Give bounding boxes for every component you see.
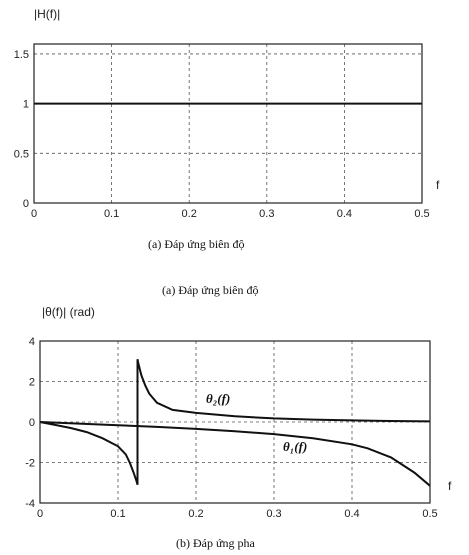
x-tick-label: 0.2 [188,508,203,520]
x-tick-label: 0 [31,208,37,220]
theta1-annotation: θ₁(f) [283,439,307,454]
phase-plot-frame [39,340,431,504]
phase-x-ticks: 0 0.1 0.2 0.3 0.4 0.5 [37,508,438,520]
x-tick-label: 0.5 [414,208,429,220]
magnitude-grid [34,44,422,203]
phase-series [39,359,431,487]
phase-y-ticks: 4 2 0 -2 -4 [25,336,35,510]
x-tick-label: 0.4 [344,508,359,520]
x-tick-label: 0.1 [110,508,125,520]
phase-y-axis-label: |θ(f)| (rad) [42,305,95,319]
x-tick-label: 0.4 [337,208,352,220]
x-tick-label: 0.1 [104,208,119,220]
magnitude-x-axis-label: f [436,178,440,192]
theta2-annotation: θ₂(f) [206,391,230,406]
y-tick-label: 2 [29,377,35,389]
phase-chart: 0 0.1 0.2 0.3 0.4 0.5 420-2-4 |θ(f)| (rad) f … [25,305,452,550]
phase-grid [40,341,430,503]
y-tick-label: 1 [23,99,29,111]
series-line-2 [39,421,431,487]
magnitude-x-ticks: 0 0.1 0.2 0.3 0.4 0.5 [31,208,430,220]
y-tick-label: 1.5 [14,49,29,61]
x-tick-label: 0.2 [182,208,197,220]
x-tick-label: 0.5 [422,508,437,520]
magnitude-caption: (a) Đáp ứng biên độ [148,237,244,251]
magnitude-plot-frame [33,43,423,204]
y-tick-label: -2 [25,458,35,470]
x-tick-label: 0.3 [259,208,274,220]
series-line-1 [39,359,431,486]
y-tick-label: -4 [25,498,35,510]
y-tick-label: 4 [29,336,35,348]
magnitude-y-axis-label: |H(f)| [34,7,60,21]
phase-caption: (b) Đáp ứng pha [176,536,255,550]
x-tick-label: 0.3 [266,508,281,520]
magnitude-y-ticks: 0 0.5 1 1.5 [14,49,29,210]
phase-x-axis-label: f [448,479,452,493]
y-tick-label: 0 [23,198,29,210]
x-tick-label: 0 [37,508,43,520]
repeated-caption: (a) Đáp ứng biên độ [162,283,258,297]
y-tick-label: 0 [29,417,35,429]
y-tick-label: 0.5 [14,148,29,160]
magnitude-chart: 0 0.1 0.2 0.3 0.4 0.5 0 0.5 1 1.5 |H(f)| f (a) Đ… [14,7,440,251]
